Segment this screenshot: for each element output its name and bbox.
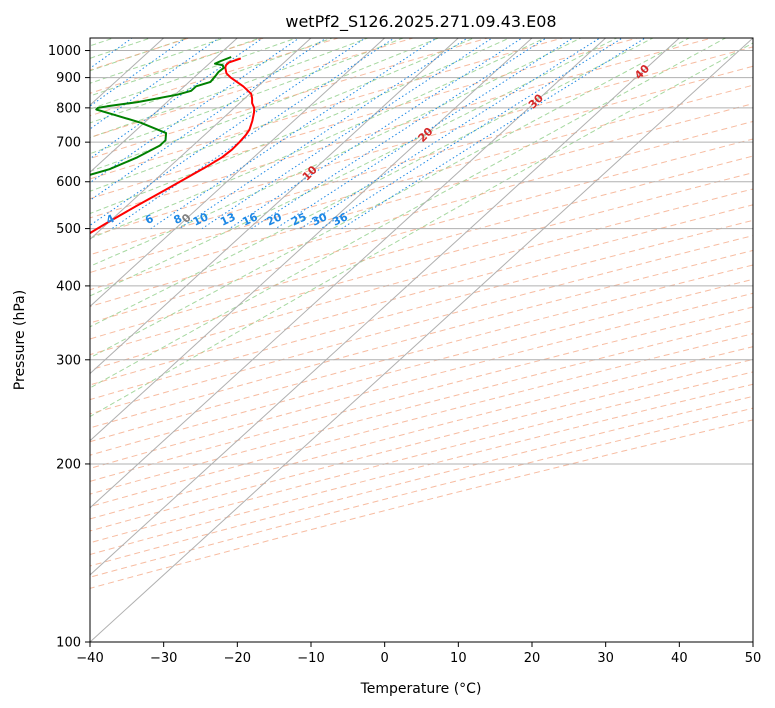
x-tick-label: −30 bbox=[150, 651, 177, 666]
y-tick-label: 500 bbox=[56, 222, 81, 237]
dry-adiabat-line bbox=[90, 38, 266, 94]
mixing-ratio-line bbox=[275, 38, 574, 230]
dry-adiabat-line bbox=[90, 319, 753, 495]
dry-adiabat-line bbox=[90, 249, 753, 429]
y-tick-label: 400 bbox=[56, 279, 81, 294]
mixing-ratio-line bbox=[150, 38, 438, 230]
grid bbox=[90, 38, 753, 642]
mixing-ratio-line bbox=[90, 38, 301, 184]
mixing-ratio-labels: 0.10.20.40.611.52346810131620253036 bbox=[90, 210, 351, 228]
dry-adiabat-line bbox=[90, 292, 753, 469]
dry-adiabat-line bbox=[90, 172, 753, 356]
dry-adiabat-line bbox=[90, 306, 753, 482]
dry-adiabat-line bbox=[90, 38, 565, 180]
mixing-ratio-label: 13 bbox=[218, 210, 237, 228]
mixing-ratio-line bbox=[179, 38, 469, 230]
dewpoint-profile-line bbox=[90, 56, 232, 176]
dry-adiabat-line bbox=[90, 235, 753, 415]
x-tick-label: −10 bbox=[297, 651, 324, 666]
x-tick-label: −40 bbox=[76, 651, 103, 666]
moist-adiabat-line bbox=[90, 38, 298, 110]
mixing-ratio-lines bbox=[90, 38, 647, 230]
x-axis-ticks: −40 −30 −20 −10 0 10 20 30 40 50 bbox=[76, 642, 761, 666]
dry-adiabat-line bbox=[90, 383, 753, 555]
mixing-ratio-label: 20 bbox=[265, 210, 285, 228]
isotherm-gridline bbox=[90, 38, 607, 509]
mixing-ratio-line bbox=[111, 38, 396, 230]
chart-title: wetPf2_S126.2025.271.09.43.E08 bbox=[285, 12, 556, 32]
dry-adiabats bbox=[90, 38, 753, 589]
mixing-ratio-line bbox=[300, 38, 601, 230]
profile-lines bbox=[90, 56, 256, 235]
dry-adiabat-line bbox=[90, 84, 753, 274]
dry-adiabat-line bbox=[90, 395, 753, 567]
y-axis-label: Pressure (hPa) bbox=[12, 290, 28, 390]
dry-adiabat-line bbox=[90, 371, 753, 544]
y-tick-label: 900 bbox=[56, 71, 81, 86]
plot-frame bbox=[89, 37, 754, 643]
moist-adiabat-line bbox=[90, 38, 226, 84]
mixing-ratio-line bbox=[90, 38, 367, 226]
y-tick-label: 100 bbox=[56, 636, 81, 651]
mixing-ratio-label: 30 bbox=[310, 210, 330, 228]
dry-adiabat-line bbox=[90, 38, 714, 219]
x-tick-label: 10 bbox=[450, 651, 467, 666]
x-tick-label: 50 bbox=[745, 651, 762, 666]
mixing-ratio-label: 25 bbox=[289, 210, 308, 228]
y-tick-label: 800 bbox=[56, 101, 81, 116]
y-tick-label: 200 bbox=[56, 457, 81, 472]
dry-adiabat-line bbox=[90, 38, 340, 117]
dry-adiabat-line bbox=[90, 46, 753, 238]
y-tick-label: 1000 bbox=[48, 44, 81, 59]
mixing-ratio-line bbox=[201, 38, 494, 230]
x-tick-label: −20 bbox=[224, 651, 251, 666]
mixing-ratio-line bbox=[90, 38, 327, 201]
isotherm-gridline bbox=[90, 38, 460, 375]
x-axis-label: Temperature (°C) bbox=[360, 681, 482, 697]
moist-adiabat-line bbox=[90, 38, 262, 97]
isotherm-gridline bbox=[90, 38, 753, 642]
isotherm-gridline bbox=[90, 38, 312, 241]
dry-adiabat-line bbox=[90, 38, 490, 160]
isotherm-gridline bbox=[90, 38, 239, 173]
plot-area: -100-90-80-70-60-50-40-30-20-10010203040… bbox=[90, 38, 753, 642]
mixing-ratio-label: 10 bbox=[191, 210, 211, 228]
x-tick-label: 20 bbox=[524, 651, 541, 666]
isotherm-gridline bbox=[90, 38, 386, 308]
temperature-profile-line bbox=[90, 57, 256, 235]
dry-adiabat-line bbox=[90, 333, 753, 508]
dry-adiabat-line bbox=[90, 346, 753, 520]
mixing-ratio-line bbox=[320, 38, 624, 230]
x-tick-label: 30 bbox=[597, 651, 614, 666]
dry-adiabat-line bbox=[90, 219, 753, 401]
y-tick-label: 700 bbox=[56, 136, 81, 151]
y-tick-label: 300 bbox=[56, 353, 81, 368]
mixing-ratio-line bbox=[251, 38, 548, 230]
dry-adiabat-line bbox=[90, 103, 753, 291]
moist-adiabat-line bbox=[90, 38, 405, 155]
mixing-ratio-label: 36 bbox=[331, 210, 351, 228]
y-axis-ticks: 100 200 300 400 500 600 700 800 900 1000 bbox=[48, 44, 90, 651]
x-tick-label: 40 bbox=[671, 651, 688, 666]
y-tick-label: 600 bbox=[56, 175, 81, 190]
moist-adiabat-line bbox=[90, 38, 334, 124]
isotherm-gridline bbox=[90, 38, 533, 442]
isotherm-gridline bbox=[90, 38, 681, 576]
dry-adiabat-line bbox=[90, 264, 753, 443]
dry-adiabat-line bbox=[90, 65, 753, 256]
x-tick-label: 0 bbox=[381, 651, 389, 666]
mixing-ratio-label: 16 bbox=[240, 210, 260, 228]
mixing-ratio-line bbox=[229, 38, 524, 230]
dry-adiabat-line bbox=[90, 38, 639, 200]
dry-adiabat-line bbox=[90, 278, 753, 456]
dry-adiabat-line bbox=[90, 358, 753, 532]
